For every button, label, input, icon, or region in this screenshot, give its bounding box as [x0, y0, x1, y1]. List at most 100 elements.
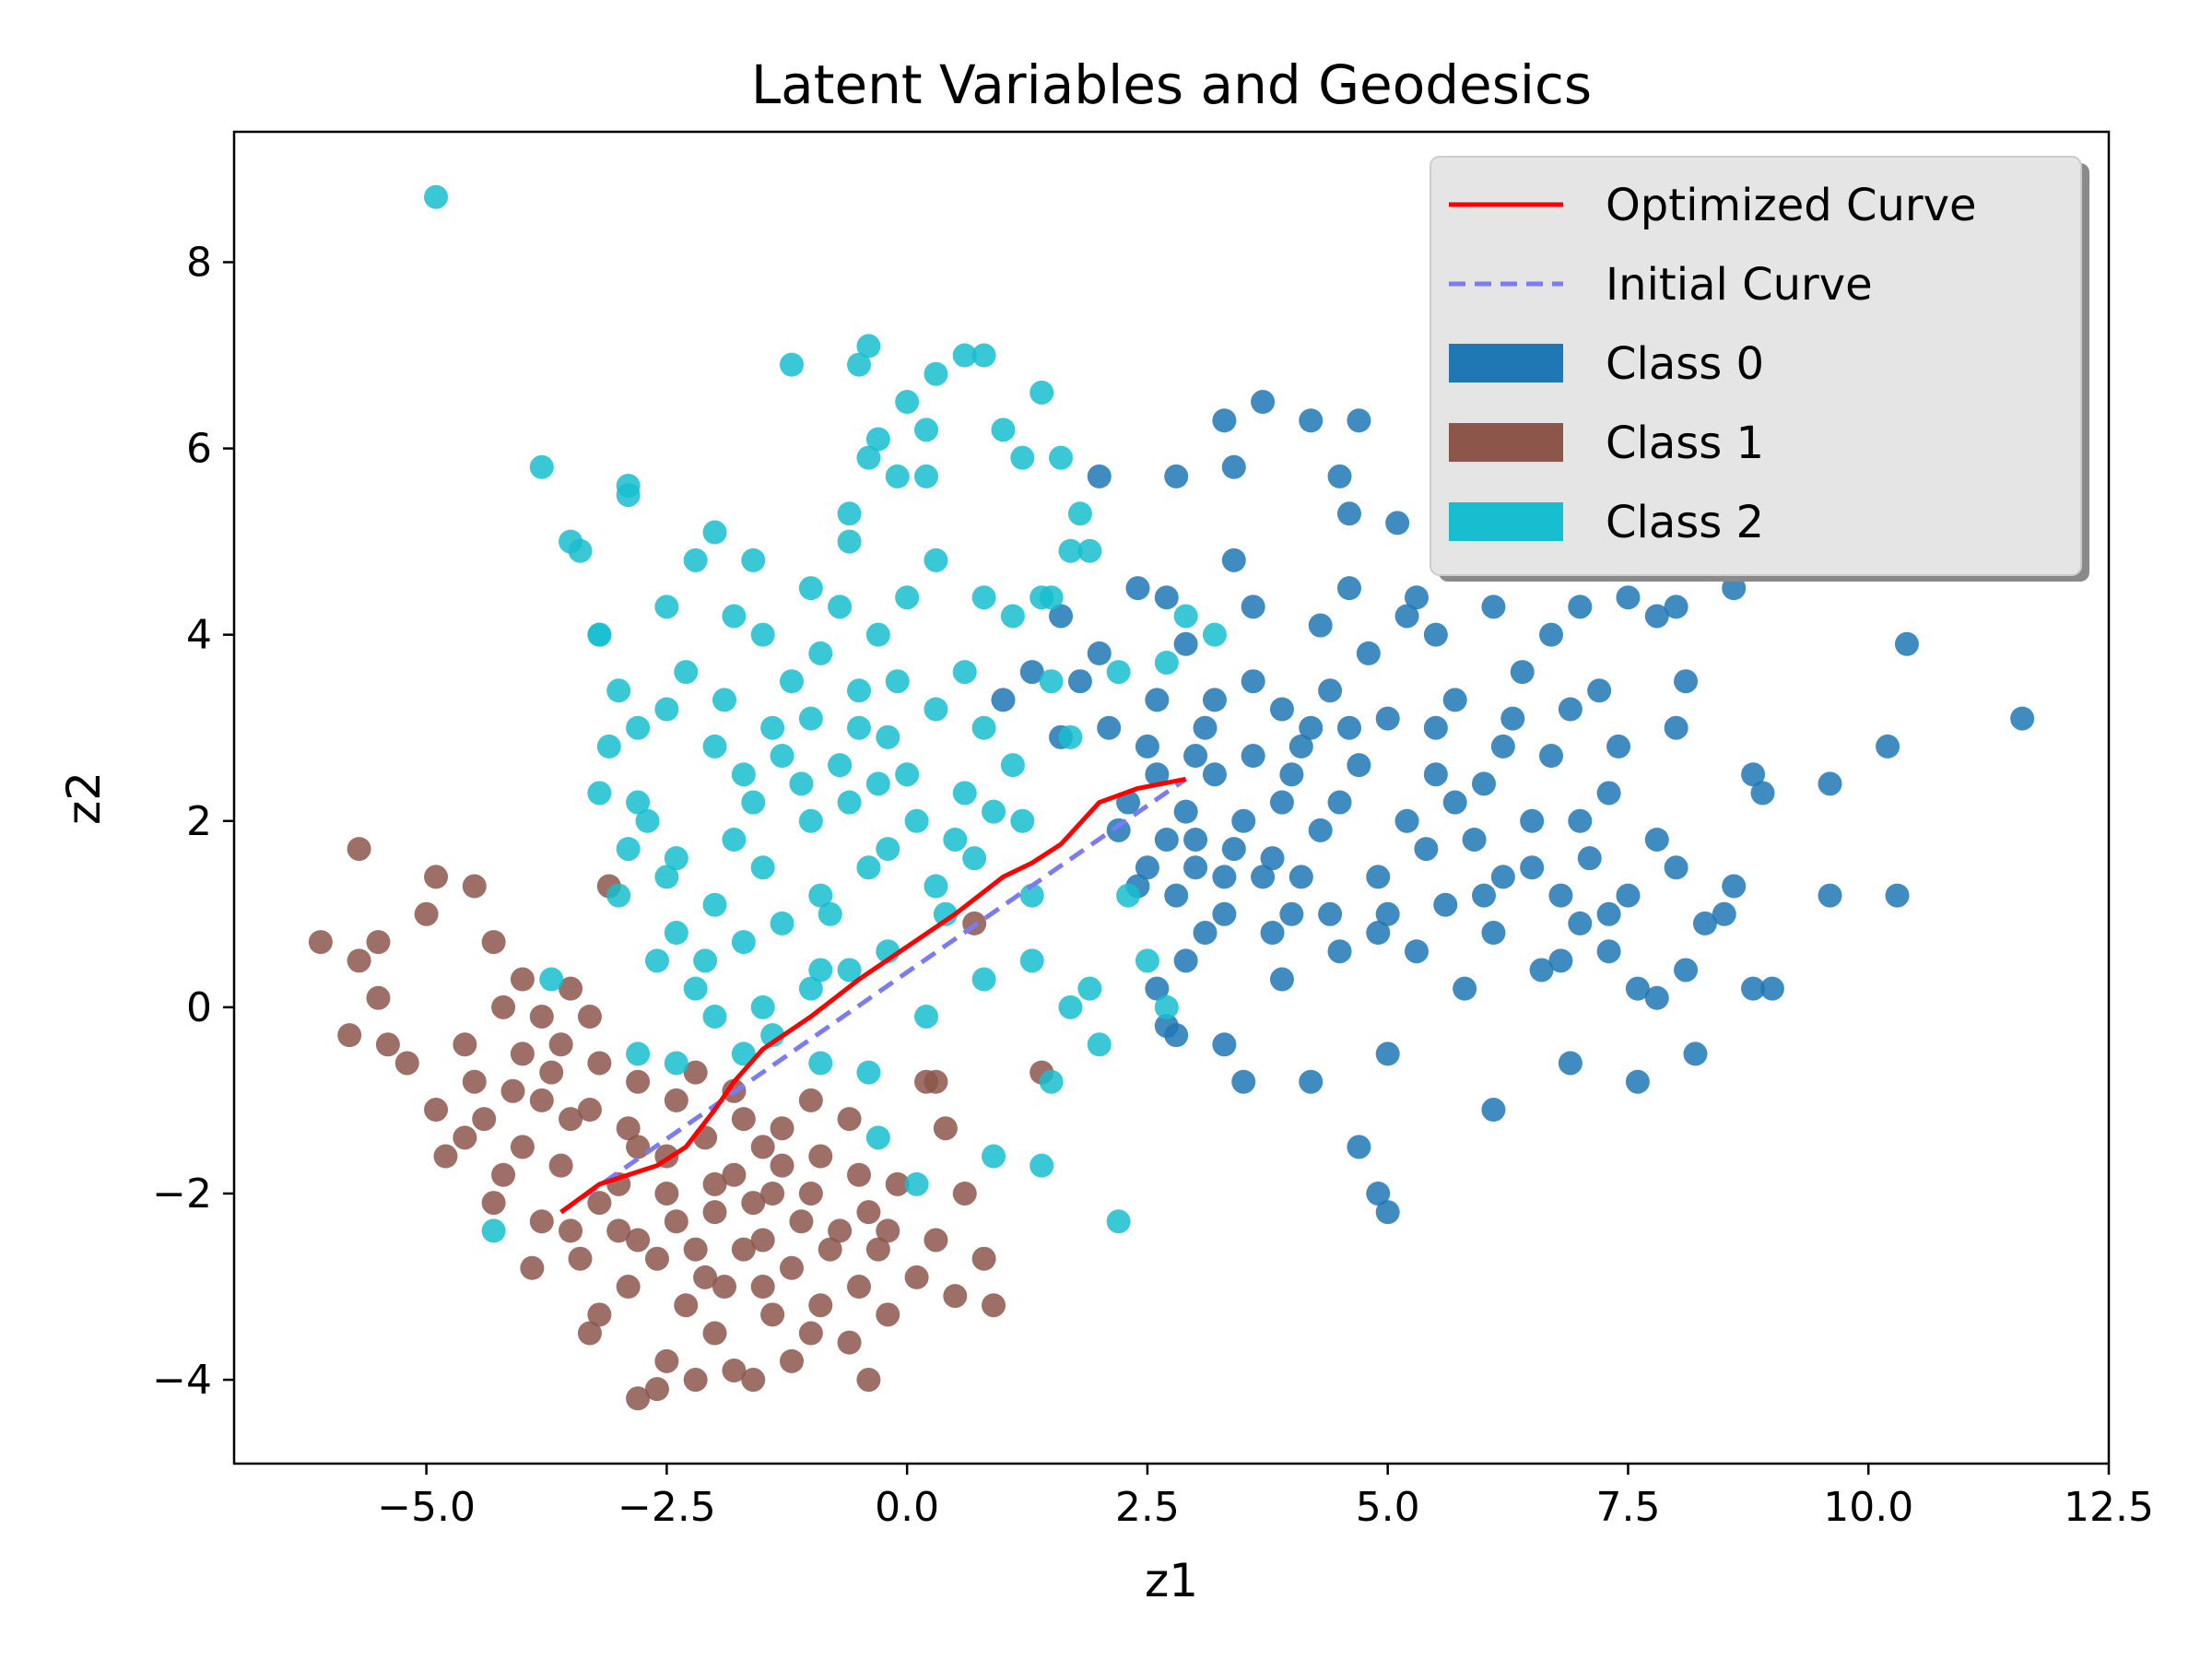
- point-class0-111: [1193, 715, 1218, 740]
- point-class2-8: [865, 622, 890, 647]
- point-class1-91: [731, 1107, 756, 1132]
- legend-label-1: Initial Curve: [1606, 259, 1873, 311]
- point-class1-28: [933, 1116, 958, 1141]
- point-class1-14: [750, 1275, 775, 1300]
- x-tick-label-6: 10.0: [1823, 1484, 1913, 1531]
- point-class2-81: [1030, 1153, 1054, 1178]
- point-class1-32: [750, 1135, 775, 1159]
- point-class0-122: [1644, 604, 1669, 629]
- point-class2-89: [1116, 883, 1141, 908]
- point-class1-24: [885, 1171, 910, 1196]
- point-class1-112: [770, 1116, 794, 1141]
- point-class0-130: [1145, 688, 1170, 712]
- point-class1-25: [924, 1228, 948, 1253]
- point-class2-80: [1106, 1209, 1131, 1234]
- point-class0-55: [1347, 408, 1371, 433]
- point-class1-7: [798, 1181, 823, 1206]
- point-class0-66: [1154, 585, 1179, 610]
- x-tick-label-1: −2.5: [618, 1484, 716, 1531]
- point-class2-24: [616, 473, 641, 498]
- point-class1-21: [779, 1348, 804, 1373]
- point-class2-38: [856, 445, 881, 470]
- point-class1-83: [510, 1135, 535, 1159]
- point-class0-68: [1067, 669, 1092, 694]
- point-class0-60: [1087, 464, 1112, 488]
- point-class0-74: [1049, 604, 1074, 629]
- point-class0-34: [1683, 1041, 1708, 1066]
- point-class1-6: [606, 1218, 631, 1243]
- point-class2-90: [1135, 948, 1159, 973]
- point-class1-75: [828, 1218, 853, 1243]
- point-class1-105: [453, 1125, 477, 1150]
- x-tick-label-3: 2.5: [1115, 1484, 1180, 1531]
- point-class0-76: [1442, 790, 1467, 815]
- point-class2-122: [876, 837, 900, 862]
- point-class1-50: [481, 930, 506, 955]
- point-class1-31: [798, 1088, 823, 1112]
- y-tick-label-6: 8: [186, 239, 212, 286]
- point-class2-36: [914, 418, 939, 442]
- point-class2-97: [1000, 753, 1025, 778]
- point-class2-114: [885, 669, 910, 694]
- point-class0-50: [1664, 594, 1688, 619]
- point-class2-110: [760, 715, 785, 740]
- point-class2-111: [712, 688, 736, 712]
- point-class1-13: [587, 1051, 612, 1076]
- point-class2-92: [1173, 604, 1198, 629]
- point-class0-106: [1212, 865, 1237, 889]
- point-class2-93: [1202, 622, 1227, 647]
- point-class0-51: [1722, 576, 1747, 601]
- point-class2-76: [1058, 994, 1083, 1019]
- point-class2-104: [693, 948, 718, 973]
- point-class0-121: [1539, 622, 1564, 647]
- y-tick-label-2: 0: [186, 984, 212, 1031]
- point-class0-133: [1462, 827, 1487, 852]
- y-tick-label-3: 2: [186, 798, 212, 845]
- point-class0-144: [1490, 865, 1515, 889]
- point-class2-83: [904, 1171, 929, 1196]
- point-class0-127: [1241, 594, 1265, 619]
- legend-box: [1430, 156, 2082, 576]
- point-class0-98: [1596, 781, 1621, 806]
- point-class2-127: [702, 892, 727, 917]
- point-class0-77: [1490, 734, 1515, 759]
- point-class2-44: [1067, 501, 1092, 526]
- point-class2-32: [1030, 380, 1054, 405]
- point-class1-26: [943, 1284, 968, 1309]
- point-class2-30: [952, 343, 977, 368]
- point-class0-116: [1500, 706, 1525, 731]
- point-class0-103: [1308, 818, 1333, 842]
- point-class2-52: [568, 538, 593, 563]
- point-class1-16: [847, 1275, 871, 1300]
- legend-label-2: Class 0: [1606, 338, 1764, 390]
- point-class2-74: [971, 967, 996, 992]
- scatter-points: [308, 184, 2035, 1411]
- point-class2-134: [982, 799, 1006, 824]
- point-class0-145: [1548, 883, 1573, 908]
- point-class2-132: [865, 771, 890, 796]
- legend-swatch-4: [1449, 502, 1563, 541]
- optimized-curve: [559, 776, 1187, 1215]
- point-class0-139: [1173, 799, 1198, 824]
- point-class2-87: [626, 1041, 651, 1066]
- point-class0-39: [1885, 883, 1910, 908]
- point-class2-31: [971, 343, 996, 368]
- point-class1-79: [664, 1209, 688, 1234]
- point-class1-20: [722, 1358, 747, 1382]
- point-class1-18: [654, 1348, 679, 1373]
- point-class0-73: [1019, 660, 1044, 685]
- point-class0-67: [1087, 641, 1112, 665]
- point-class0-88: [1481, 921, 1506, 946]
- point-class1-59: [924, 1069, 948, 1094]
- point-class2-63: [683, 976, 708, 1001]
- point-class1-52: [529, 1004, 554, 1029]
- point-class1-92: [770, 1153, 794, 1178]
- point-class0-64: [1221, 454, 1246, 479]
- x-tick-label-0: −5.0: [377, 1484, 476, 1531]
- point-class2-129: [616, 837, 641, 862]
- point-class2-84: [865, 1125, 890, 1150]
- point-class1-42: [337, 1023, 362, 1048]
- point-class0-42: [1894, 631, 1919, 656]
- point-class2-101: [808, 883, 833, 908]
- point-class0-19: [1520, 855, 1545, 880]
